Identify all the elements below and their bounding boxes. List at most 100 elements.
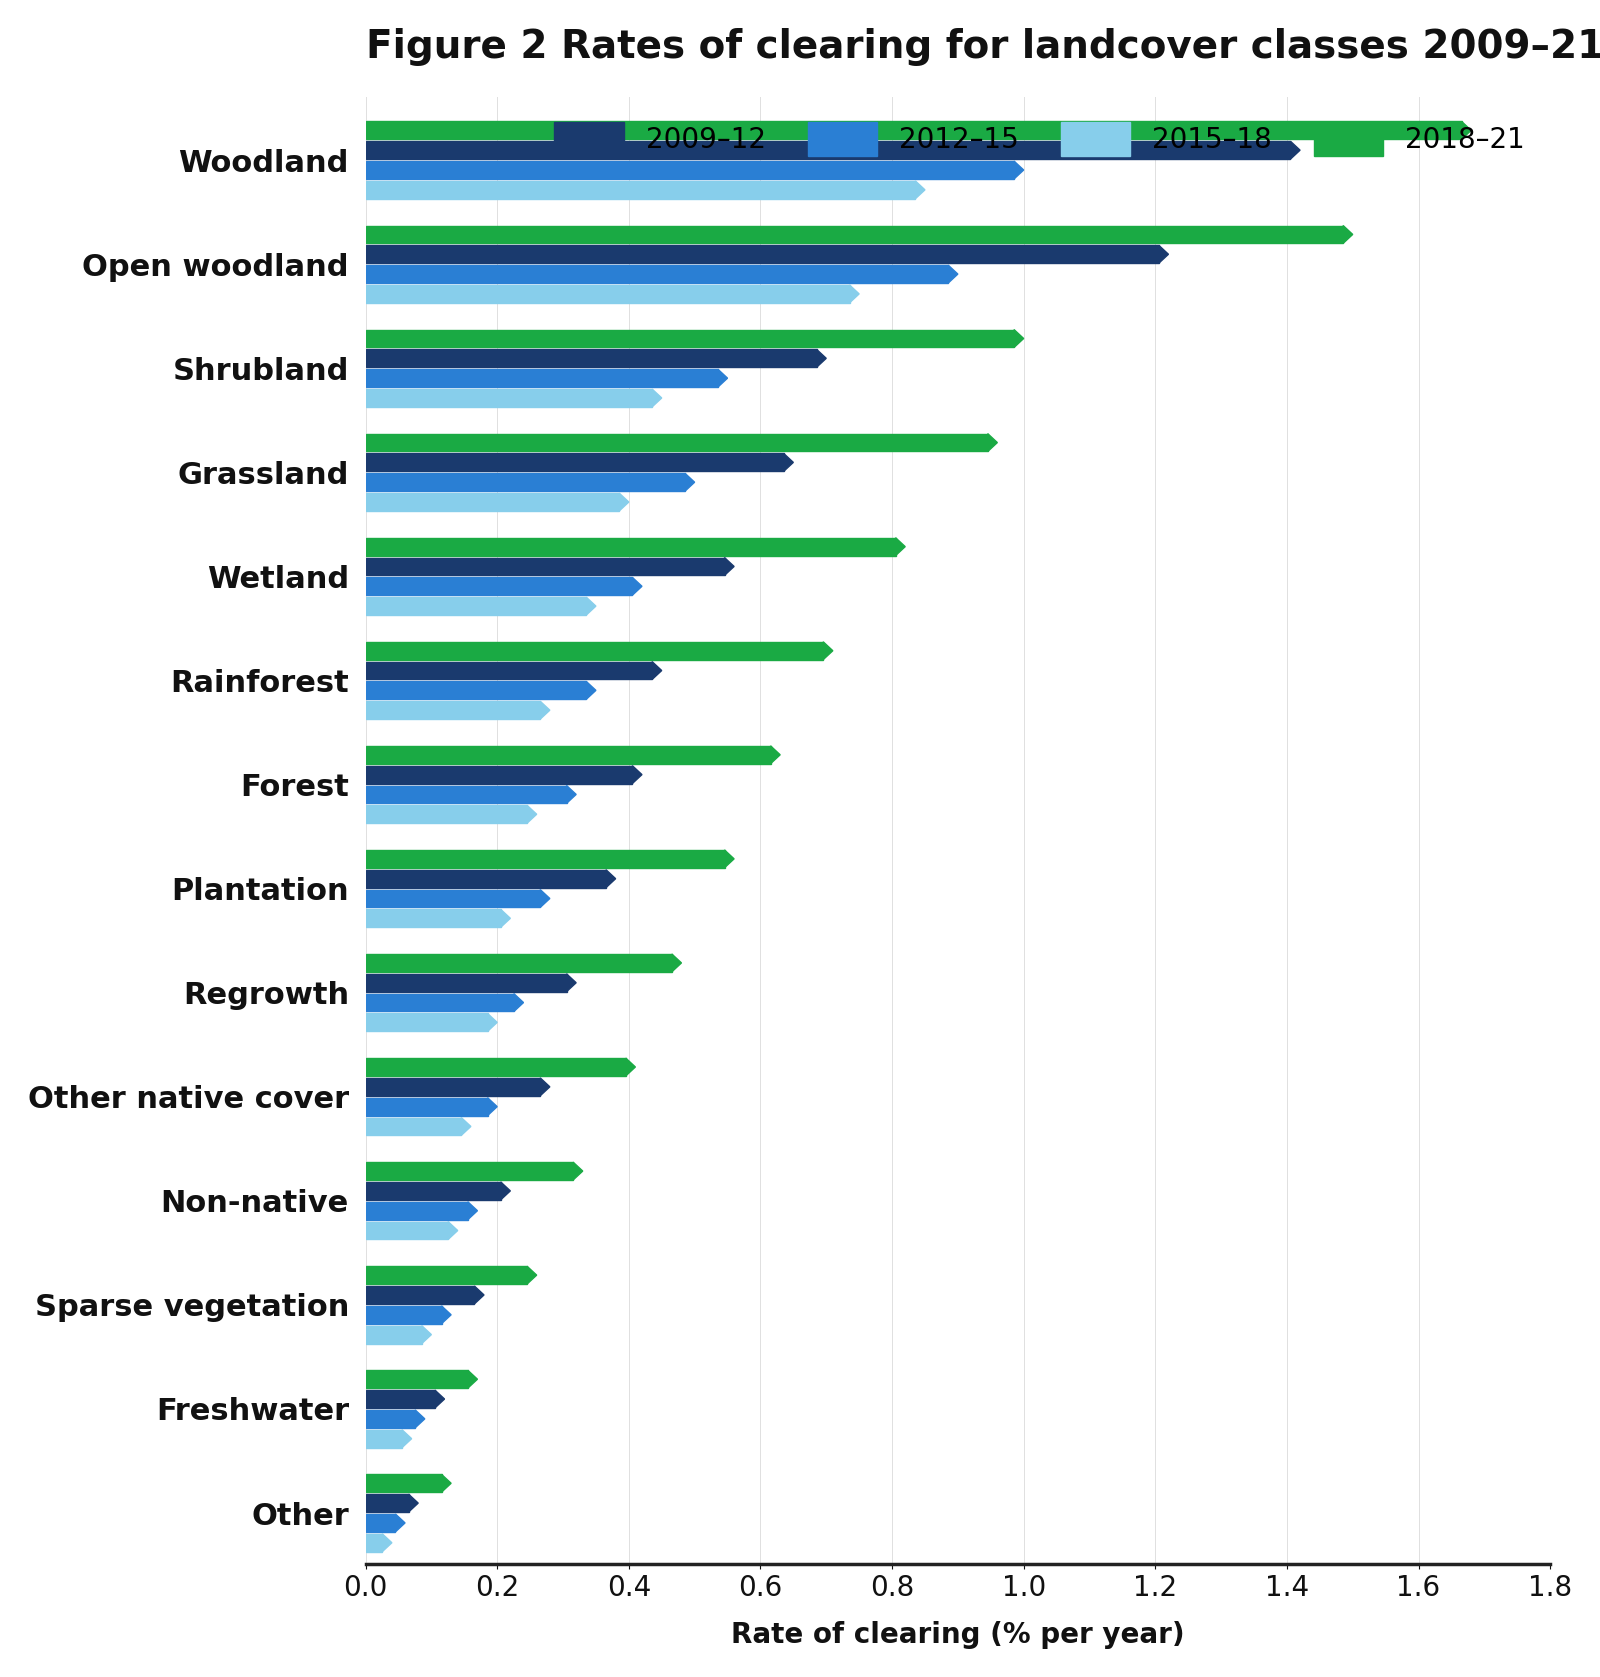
Polygon shape [442, 1306, 451, 1323]
Bar [365, 265, 949, 283]
Polygon shape [514, 994, 523, 1011]
Bar [365, 662, 653, 679]
Polygon shape [586, 597, 595, 615]
Bar [365, 642, 824, 659]
Text: Figure 2 Rates of clearing for landcover classes 2009–21: Figure 2 Rates of clearing for landcover… [365, 29, 1600, 65]
Bar [365, 493, 619, 511]
Bar [365, 994, 514, 1011]
Bar [365, 1013, 488, 1031]
Polygon shape [784, 453, 794, 471]
Polygon shape [672, 954, 682, 973]
Polygon shape [541, 701, 550, 719]
Polygon shape [632, 577, 642, 595]
Polygon shape [573, 1162, 582, 1181]
Bar [365, 453, 784, 471]
Polygon shape [488, 1098, 498, 1115]
Polygon shape [606, 870, 616, 887]
Bar [365, 597, 586, 615]
Bar [365, 1430, 402, 1447]
Bar [365, 1117, 461, 1135]
Bar [365, 1162, 573, 1181]
Bar [365, 181, 915, 200]
Polygon shape [448, 1221, 458, 1239]
Polygon shape [475, 1286, 485, 1305]
Polygon shape [501, 1182, 510, 1199]
Polygon shape [824, 642, 834, 659]
Bar [365, 141, 1291, 159]
Bar [365, 330, 1014, 347]
Bar [365, 766, 632, 783]
Bar [365, 1534, 382, 1551]
Polygon shape [949, 265, 958, 283]
Bar [365, 746, 771, 763]
Polygon shape [526, 1266, 536, 1285]
Polygon shape [1158, 245, 1168, 263]
Polygon shape [541, 1078, 550, 1095]
Bar [365, 473, 685, 491]
Bar [365, 1327, 422, 1343]
Bar [365, 121, 1461, 139]
Bar [365, 974, 566, 991]
Polygon shape [526, 805, 536, 823]
Polygon shape [488, 1013, 498, 1031]
Polygon shape [408, 1494, 418, 1513]
Polygon shape [435, 1390, 445, 1409]
Bar [365, 909, 501, 927]
Polygon shape [685, 473, 694, 491]
Polygon shape [461, 1117, 470, 1135]
Bar [365, 681, 586, 699]
Polygon shape [416, 1410, 424, 1427]
Bar [365, 389, 653, 408]
Bar [365, 538, 896, 555]
Bar [365, 1494, 408, 1513]
Polygon shape [1014, 161, 1024, 179]
Bar [365, 577, 632, 595]
Polygon shape [1291, 141, 1301, 159]
Bar [365, 1078, 541, 1095]
Bar [365, 1410, 416, 1427]
Polygon shape [467, 1202, 477, 1219]
Bar [365, 1202, 467, 1219]
Polygon shape [382, 1534, 392, 1551]
Bar [365, 870, 606, 887]
Polygon shape [395, 1514, 405, 1531]
X-axis label: Rate of clearing (% per year): Rate of clearing (% per year) [731, 1622, 1184, 1648]
Polygon shape [467, 1370, 477, 1389]
Polygon shape [987, 434, 997, 451]
Polygon shape [586, 681, 595, 699]
Bar [365, 1514, 395, 1531]
Bar [365, 1286, 475, 1305]
Bar [365, 889, 541, 907]
Bar [365, 805, 526, 823]
Bar [365, 701, 541, 719]
Bar [365, 557, 725, 575]
Polygon shape [816, 349, 826, 367]
Bar [365, 225, 1342, 243]
Polygon shape [422, 1327, 432, 1343]
Polygon shape [896, 538, 906, 555]
Bar [365, 434, 987, 451]
Polygon shape [541, 889, 550, 907]
Bar [365, 1306, 442, 1323]
Polygon shape [725, 850, 734, 867]
Bar [365, 954, 672, 973]
Bar [365, 161, 1014, 179]
Polygon shape [1461, 121, 1470, 139]
Bar [365, 245, 1158, 263]
Polygon shape [619, 493, 629, 511]
Polygon shape [402, 1430, 411, 1447]
Bar [365, 285, 850, 304]
Polygon shape [501, 909, 510, 927]
Polygon shape [1342, 225, 1352, 243]
Bar [365, 850, 725, 867]
Legend: 2009–12, 2012–15, 2015–18, 2018–21: 2009–12, 2012–15, 2015–18, 2018–21 [542, 111, 1536, 166]
Bar [365, 1390, 435, 1409]
Bar [365, 349, 816, 367]
Bar [365, 1182, 501, 1199]
Polygon shape [771, 746, 781, 763]
Polygon shape [1014, 330, 1024, 347]
Polygon shape [653, 389, 662, 408]
Bar [365, 1370, 467, 1389]
Polygon shape [566, 785, 576, 803]
Polygon shape [915, 181, 925, 200]
